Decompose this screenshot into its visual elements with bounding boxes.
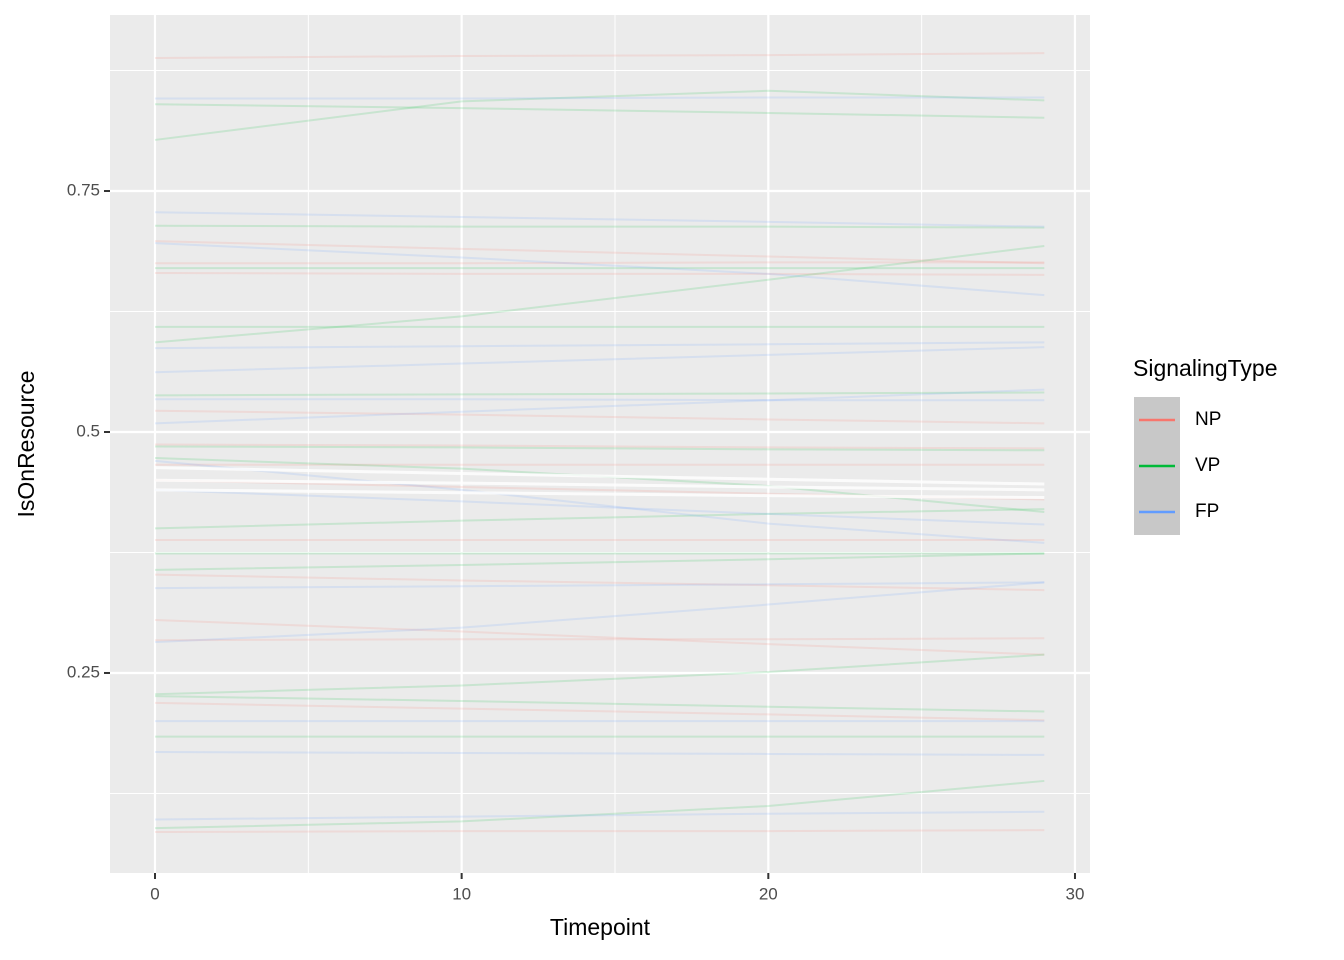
highlight-line <box>154 466 1045 486</box>
series-line <box>154 103 1045 119</box>
x-axis-title: Timepoint <box>550 914 651 940</box>
series-line <box>154 89 1045 141</box>
series-line <box>154 409 1045 425</box>
series-line <box>154 346 1045 374</box>
series-line <box>154 618 1045 656</box>
series-line <box>154 388 1045 425</box>
series-line <box>154 242 1045 297</box>
y-tick-label: 0.25 <box>67 662 100 681</box>
series-line <box>154 695 1045 713</box>
series-line <box>154 581 1045 590</box>
legend-label: FP <box>1195 501 1219 522</box>
y-tick-label: 0.75 <box>67 180 100 199</box>
panel <box>110 15 1090 873</box>
series-line <box>154 211 1045 228</box>
legend-title: SignalingType <box>1133 355 1278 381</box>
series-line <box>154 581 1045 644</box>
series-line <box>154 244 1045 344</box>
series-line <box>154 637 1045 642</box>
legend-label: VP <box>1195 455 1220 476</box>
highlight-line <box>154 488 1045 500</box>
series-line <box>154 391 1045 397</box>
series-line <box>154 271 1045 276</box>
series-line <box>154 443 1045 450</box>
series-line <box>154 459 1045 544</box>
x-tick-label: 20 <box>759 884 778 903</box>
x-tick-label: 10 <box>452 884 471 903</box>
series-line <box>154 653 1045 696</box>
series-line <box>154 52 1045 59</box>
series-line <box>154 552 1045 571</box>
y-tick-label: 0.5 <box>76 421 100 440</box>
series-line <box>154 341 1045 350</box>
series-line <box>154 829 1045 834</box>
series-line <box>154 508 1045 530</box>
series-line <box>154 779 1045 830</box>
series-line <box>154 445 1045 452</box>
series-line <box>154 261 1045 265</box>
series-line <box>154 573 1045 592</box>
legend-label: NP <box>1195 409 1221 430</box>
series-line <box>154 701 1045 722</box>
x-tick-label: 30 <box>1066 884 1085 903</box>
series-line <box>154 488 1045 526</box>
series-line <box>154 810 1045 821</box>
x-tick-label: 0 <box>150 884 159 903</box>
series-line <box>154 398 1045 402</box>
highlight-line <box>154 478 1045 492</box>
y-axis-title: IsOnResource <box>13 370 39 517</box>
series-line <box>154 96 1045 100</box>
series-line <box>154 751 1045 756</box>
series-line <box>154 224 1045 229</box>
series-line <box>154 240 1045 265</box>
